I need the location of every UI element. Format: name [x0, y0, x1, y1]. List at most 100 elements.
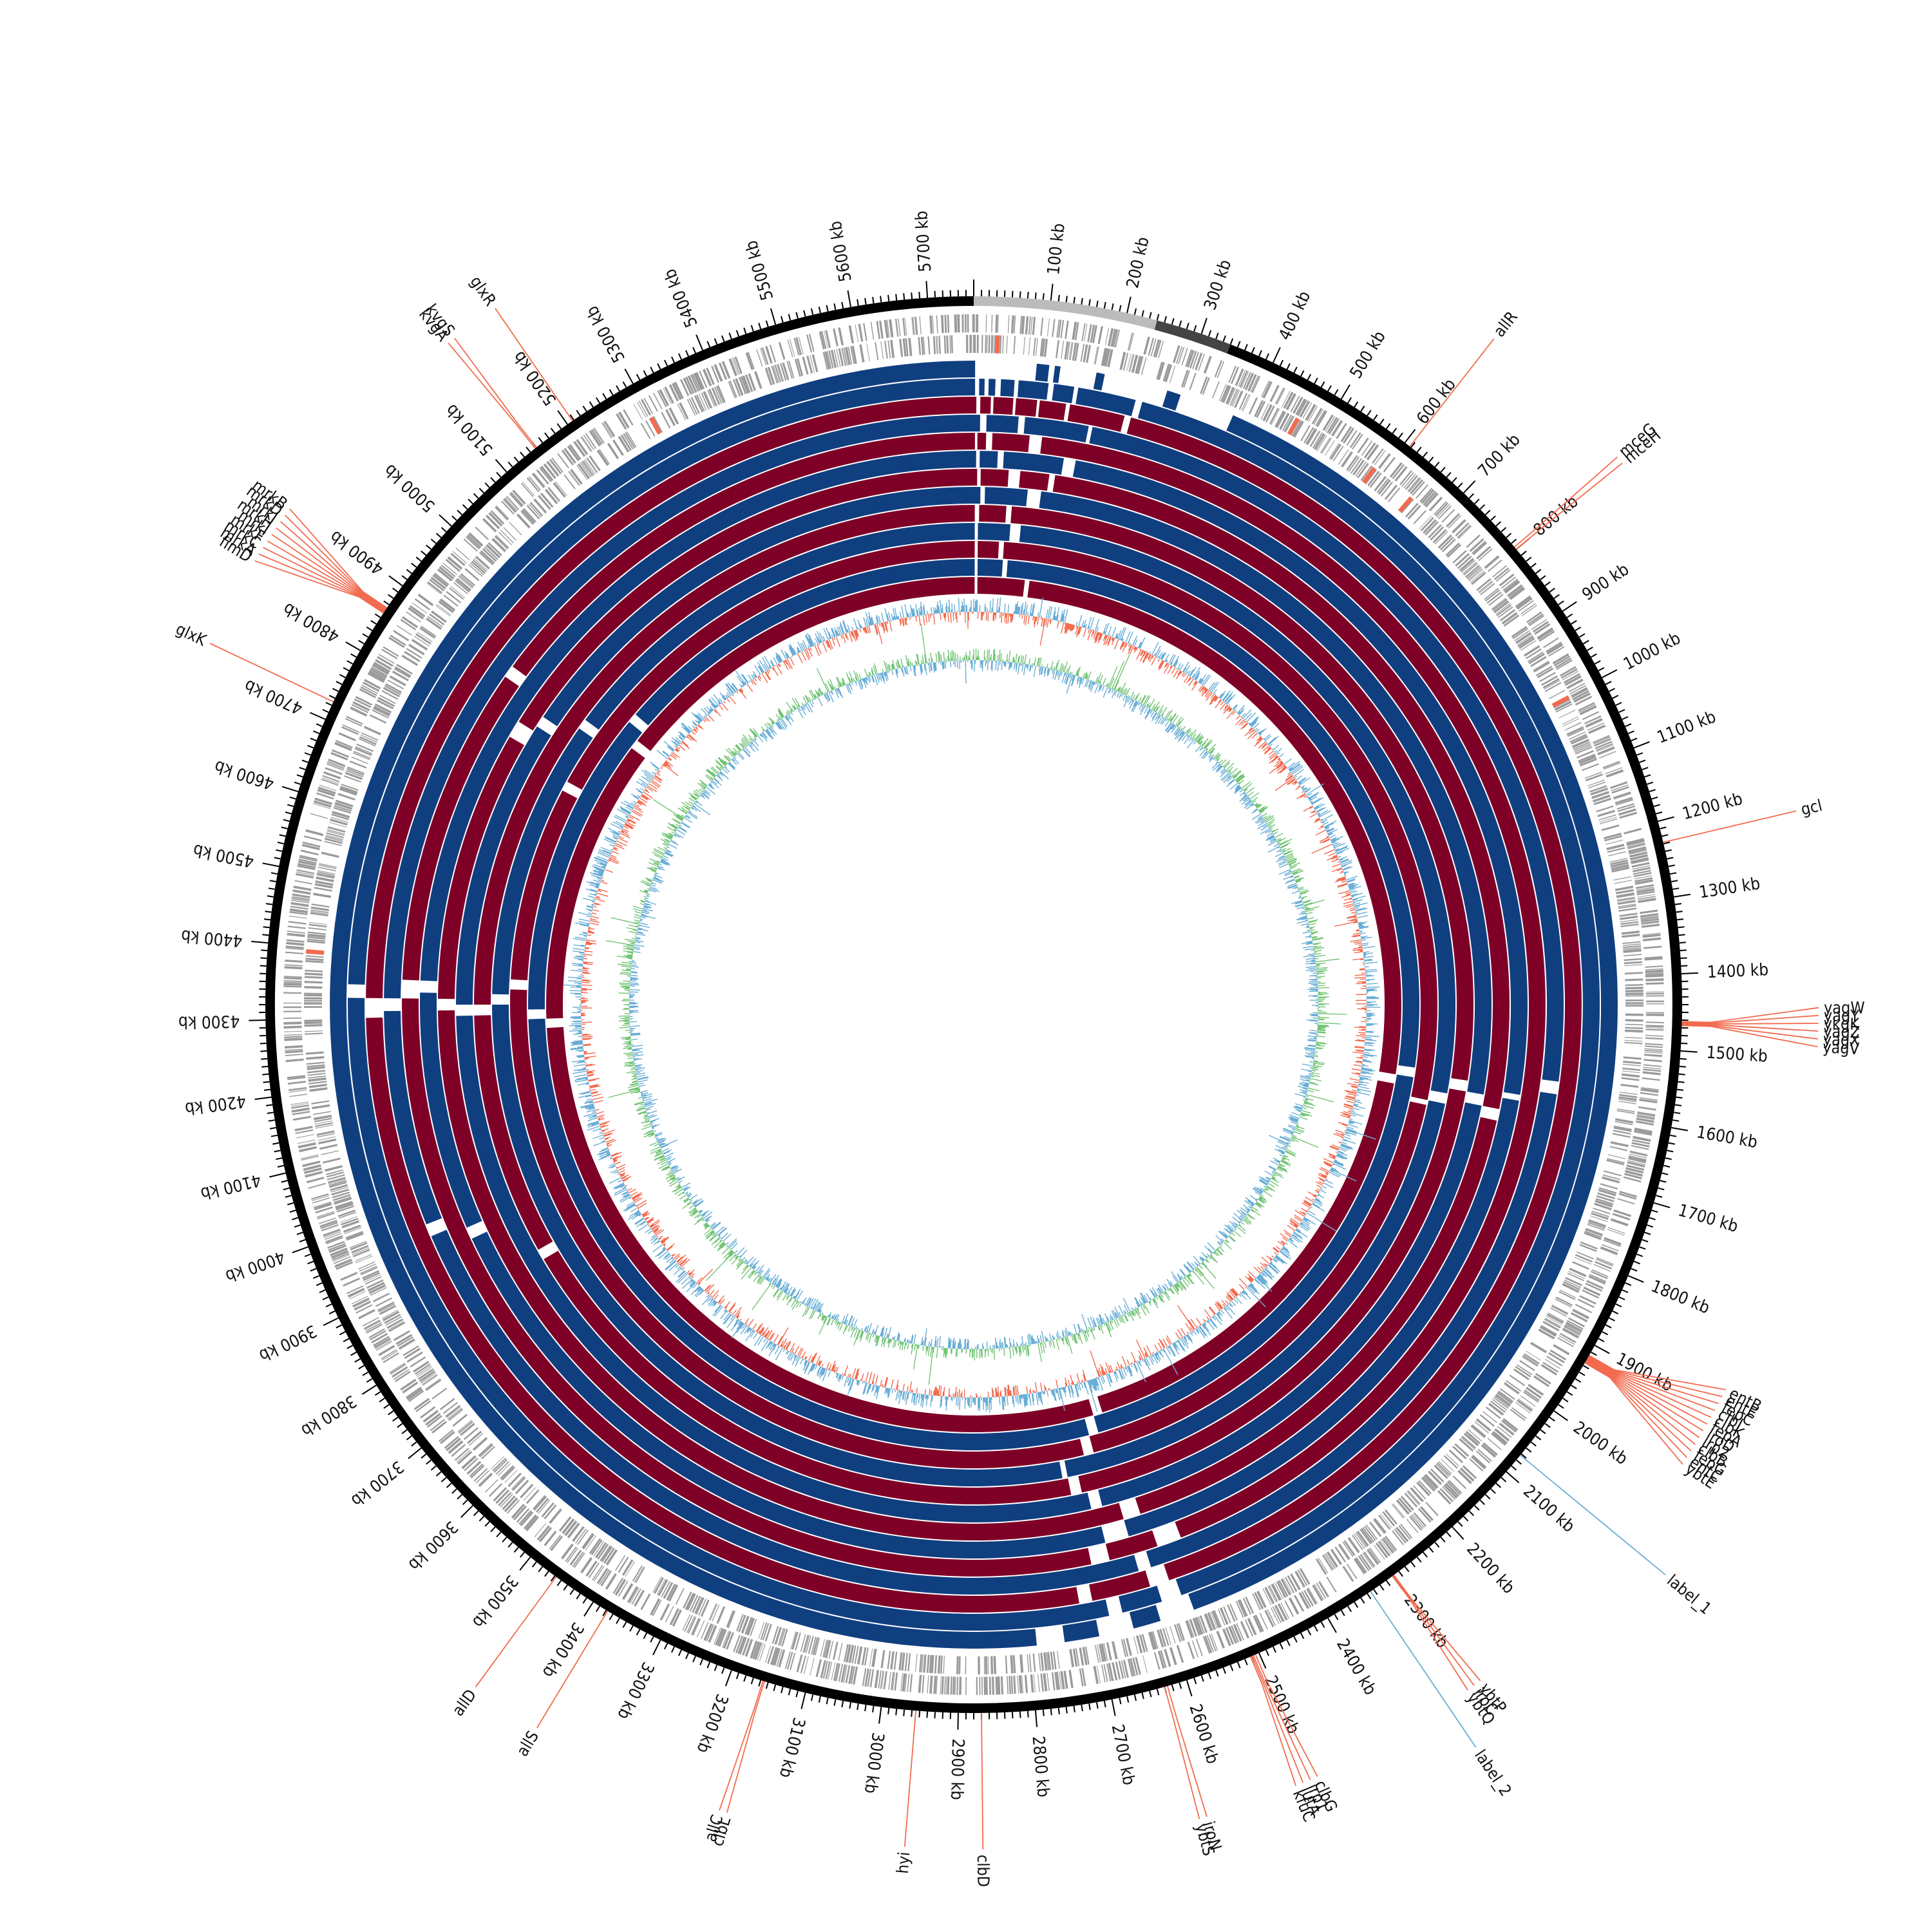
- kb-tick-label: 2300 kb: [1400, 1591, 1452, 1652]
- kb-tick-label: 5000 kb: [381, 460, 439, 516]
- kb-tick-label: 1700 kb: [1676, 1201, 1740, 1236]
- kb-tick-label: 3900 kb: [256, 1321, 319, 1365]
- label-connector: [1681, 1022, 1819, 1025]
- label-connector: [1681, 1025, 1818, 1048]
- label-connector: [1681, 1024, 1819, 1040]
- kb-tick-label: 1200 kb: [1680, 790, 1745, 824]
- skew-neg-trace: [629, 659, 1319, 1350]
- kb-tick-label: 2100 kb: [1519, 1481, 1578, 1536]
- label-connector: [271, 534, 386, 611]
- kb-tick-label: 1800 kb: [1648, 1276, 1712, 1318]
- kb-tick-label: 4200 kb: [184, 1091, 247, 1118]
- label-connector: [1167, 1685, 1208, 1817]
- kb-tick-label: 4300 kb: [178, 1011, 240, 1032]
- blast-ring-12: [527, 558, 1420, 1450]
- blast-ring-6: [419, 450, 1528, 1559]
- label-connector: [1585, 1361, 1692, 1452]
- kb-tick-label: 5100 kb: [442, 400, 497, 459]
- kb-tick-label: 1000 kb: [1620, 629, 1683, 674]
- label-connector: [453, 337, 537, 448]
- kb-tick-label: 900 kb: [1579, 560, 1633, 605]
- kb-tick-label: 3300 kb: [613, 1659, 658, 1723]
- kb-tick-label: 5200 kb: [509, 347, 560, 408]
- gene-label-alls: allS: [513, 1728, 542, 1760]
- label-connector: [1251, 1656, 1304, 1783]
- kb-tick-label: 4100 kb: [199, 1170, 263, 1203]
- gene-label-glxk: glxK: [173, 620, 210, 650]
- kb-tick-label: 700 kb: [1474, 430, 1524, 481]
- gene-label-alld: allD: [448, 1686, 480, 1719]
- gc-high-trace: [564, 597, 1381, 1413]
- kb-tick-label: 3800 kb: [298, 1391, 360, 1441]
- label-connector: [448, 343, 536, 449]
- gene-label-label_2: label_2: [1471, 1747, 1515, 1799]
- label-connector: [1663, 810, 1797, 843]
- kb-tick-label: 3200 kb: [692, 1691, 732, 1756]
- label-connector: [1587, 1358, 1712, 1418]
- label-connector: [263, 547, 385, 612]
- label-connector: [719, 1680, 764, 1811]
- kb-tick-label: 3000 kb: [860, 1731, 887, 1794]
- kb-tick-label: 3100 kb: [775, 1716, 809, 1780]
- label-connector: [1520, 1455, 1666, 1576]
- kb-tick-label: 2900 kb: [947, 1738, 967, 1800]
- label-connector: [1585, 1361, 1688, 1459]
- kb-tick-label: 5700 kb: [912, 210, 935, 272]
- label-connector: [1392, 1575, 1468, 1690]
- kb-tick-label: 3400 kb: [538, 1618, 588, 1681]
- kb-tick-label: 2200 kb: [1463, 1539, 1519, 1598]
- label-connector: [1392, 1575, 1475, 1686]
- highlight-feature-6: [649, 417, 662, 435]
- label-connector: [726, 1681, 765, 1814]
- gene-label-yagw: yagW: [1824, 998, 1865, 1017]
- kb-tick-label: 100 kb: [1044, 222, 1069, 276]
- blast-ring-7: [438, 468, 1510, 1541]
- contig-segment-1: [1154, 320, 1231, 354]
- highlight-feature-0: [995, 335, 1000, 354]
- kb-tick-label: 3700 kb: [347, 1457, 407, 1510]
- blast-ring-13: [546, 576, 1401, 1433]
- kb-tick-label: 3600 kb: [404, 1517, 462, 1574]
- label-connector: [1589, 1355, 1727, 1390]
- label-connector: [1586, 1359, 1704, 1432]
- label-connector: [289, 508, 388, 609]
- kb-tick-label: 400 kb: [1275, 289, 1314, 344]
- gene-label-yagy: yagY: [1824, 1006, 1860, 1025]
- gene-label-gcl: gcl: [1799, 796, 1824, 819]
- kb-tick-label: 1400 kb: [1707, 960, 1769, 982]
- label-connector: [536, 1611, 609, 1728]
- kb-tick-label: 200 kb: [1123, 235, 1153, 290]
- label-connector: [1586, 1360, 1696, 1445]
- label-connector: [276, 527, 386, 611]
- label-connector: [267, 540, 385, 612]
- label-connector: [1393, 1575, 1481, 1681]
- cds-track: [283, 314, 1665, 1696]
- label-connector: [1587, 1358, 1708, 1425]
- highlight-feature-5: [306, 949, 325, 955]
- kb-tick-label: 4000 kb: [223, 1247, 287, 1286]
- label-connector: [1681, 1023, 1819, 1032]
- gene-label-yagz: yagZ: [1823, 1022, 1861, 1042]
- label-connector: [1584, 1362, 1683, 1465]
- label-connector: [1587, 1356, 1719, 1405]
- kb-tick-label: 500 kb: [1347, 328, 1390, 382]
- label-connector: [209, 643, 334, 703]
- kb-tick-label: 2500 kb: [1260, 1672, 1303, 1736]
- label-connector: [1587, 1357, 1716, 1411]
- highlight-feature-2: [1361, 466, 1376, 484]
- kb-tick-label: 2000 kb: [1569, 1418, 1631, 1469]
- label-connector: [904, 1710, 916, 1847]
- kb-tick-label: 1500 kb: [1706, 1043, 1768, 1066]
- gene-label-allr: allR: [1490, 308, 1521, 341]
- kb-tick-label: 4600 kb: [212, 756, 276, 793]
- contig-segment-0: [974, 296, 1157, 330]
- label-connector: [1681, 1014, 1819, 1024]
- gene-label-glxr: glxR: [466, 272, 500, 309]
- highlight-feature-4: [1551, 695, 1570, 708]
- gene-label-yagv: yagV: [1823, 1037, 1861, 1058]
- kb-tick-label: 4700 kb: [242, 676, 305, 718]
- kb-tick-label: 600 kb: [1413, 375, 1460, 428]
- kb-tick-label: 300 kb: [1200, 257, 1235, 312]
- highlight-feature-3: [1397, 496, 1414, 513]
